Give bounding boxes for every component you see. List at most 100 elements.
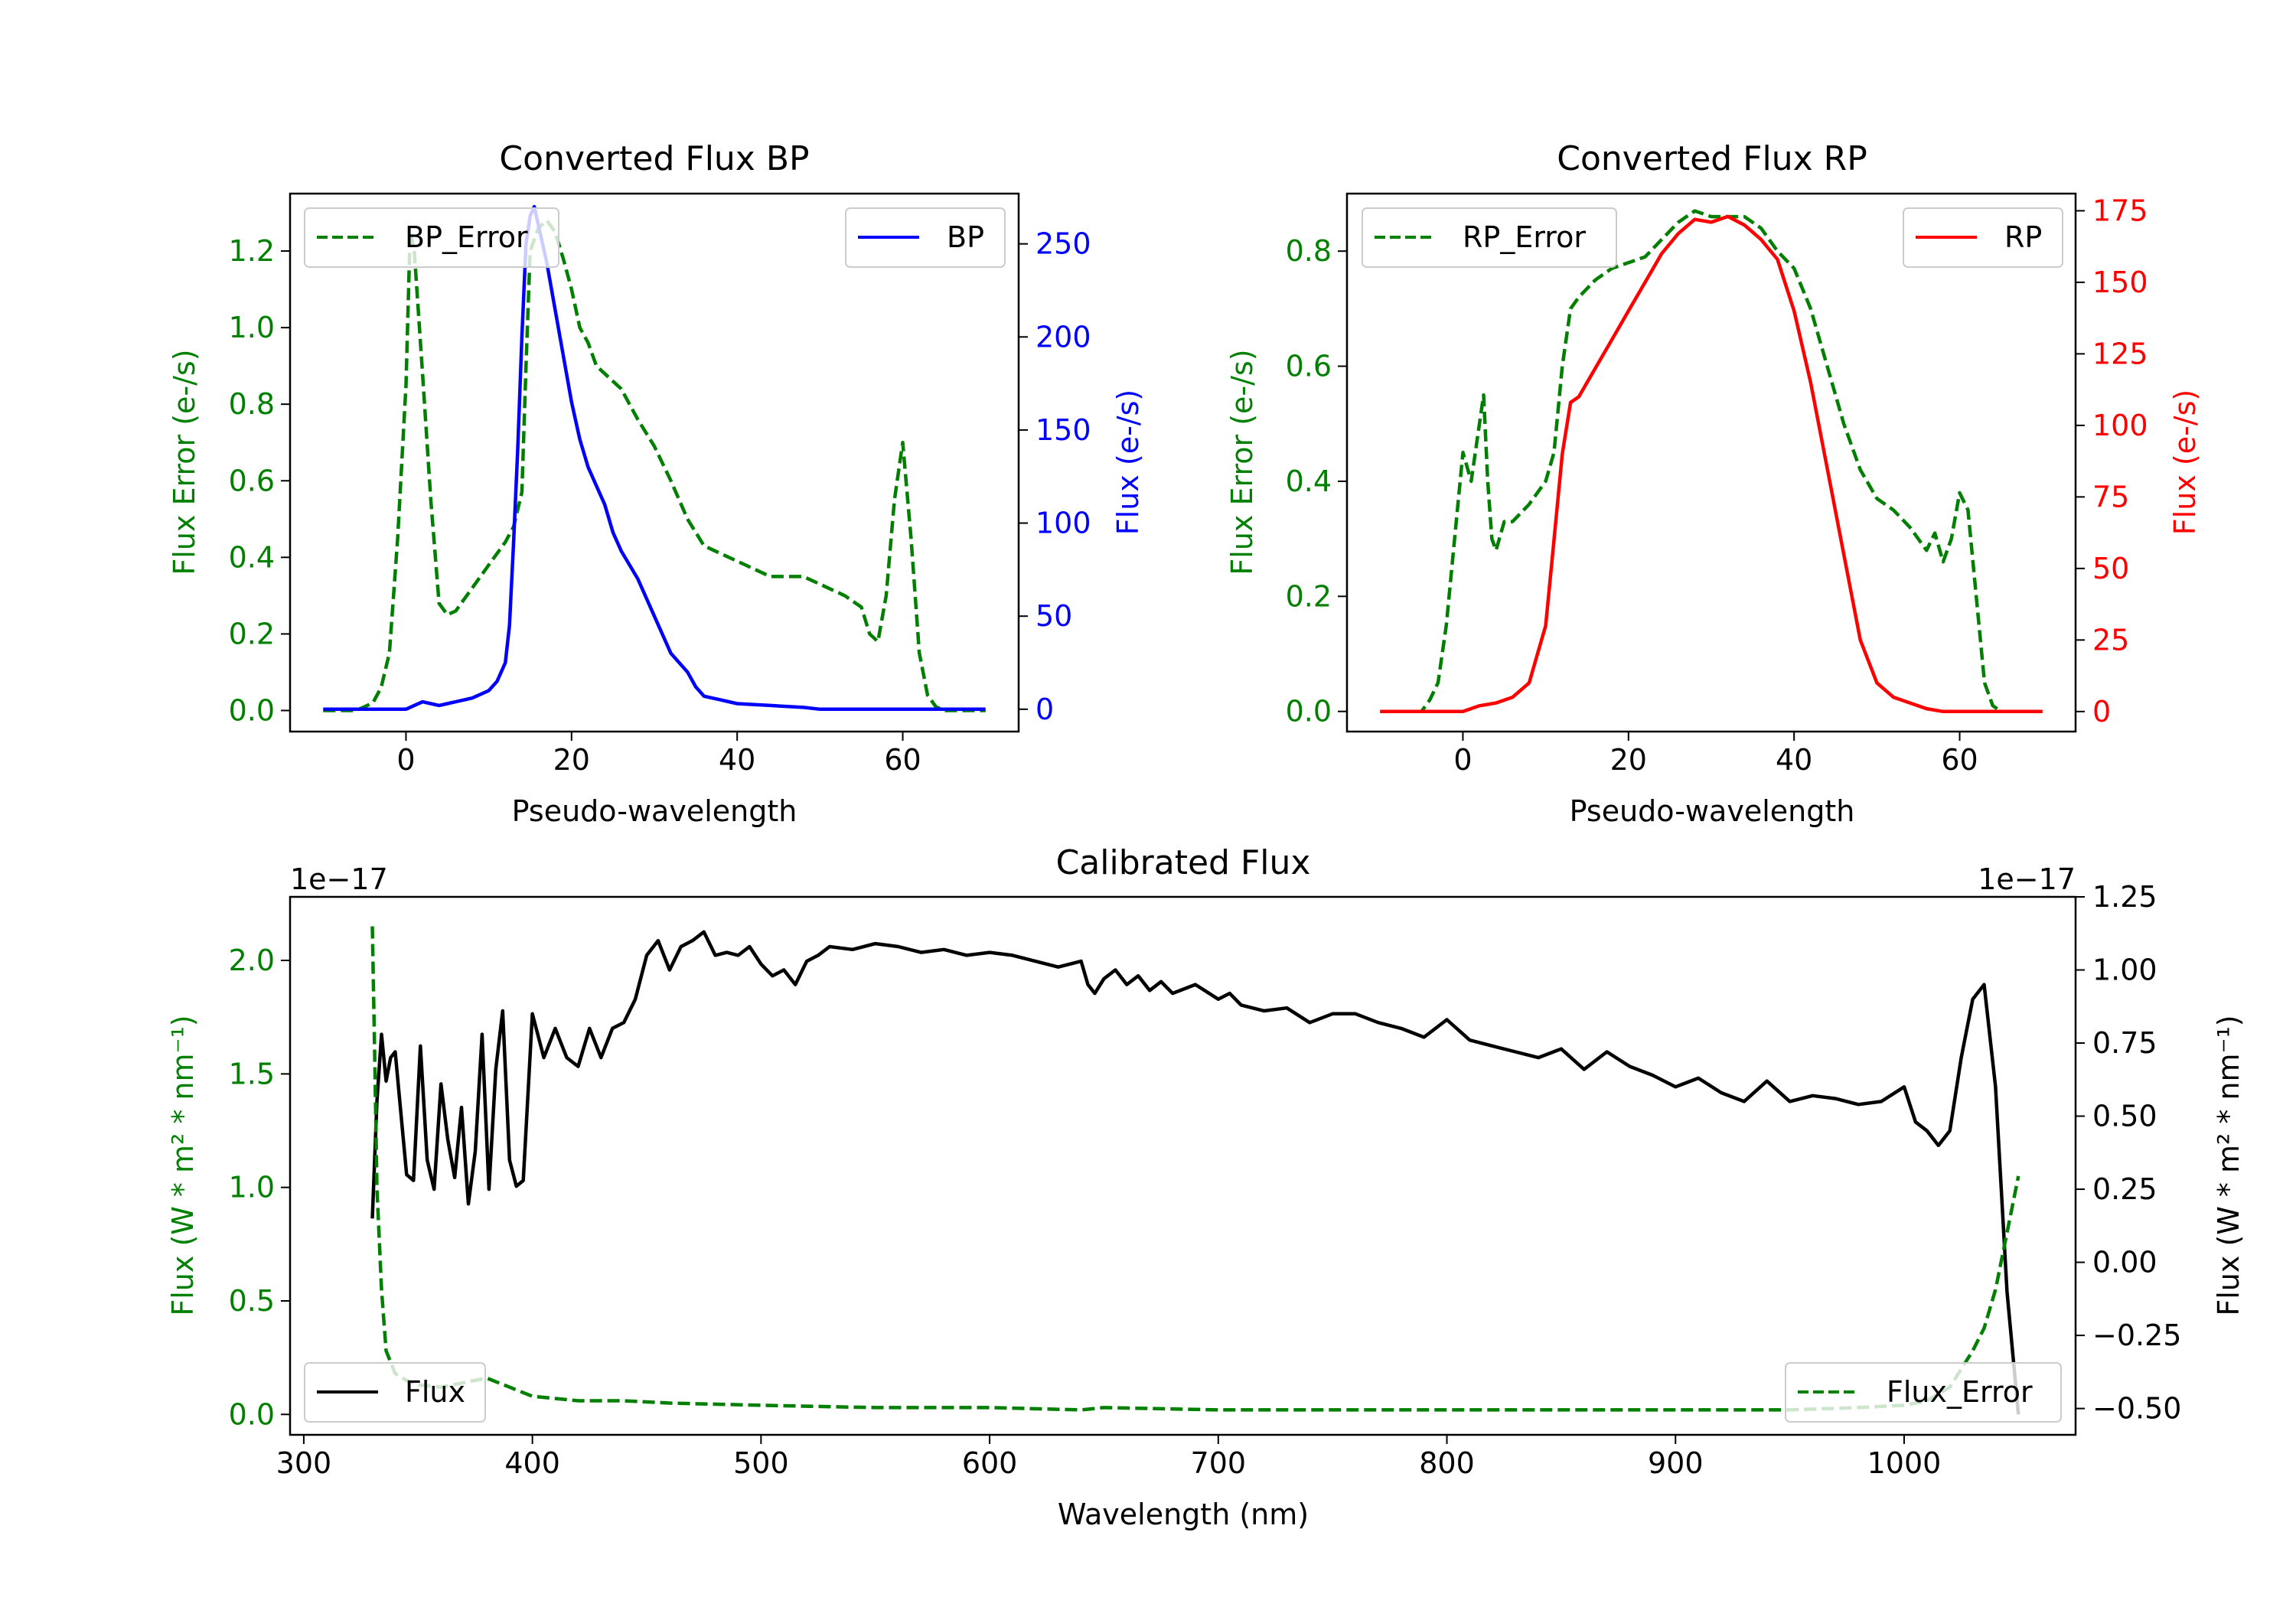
rp-ytick-left-label: 0.8 [1286,234,1332,268]
cal-ytick-right-label: −0.50 [2092,1392,2181,1426]
bp-ytick-left-label: 0.0 [229,693,275,727]
bp-ytick-right-label: 150 [1035,413,1091,447]
cal-ytick-left-label: 2.0 [229,944,275,977]
panel-bp-xlabel: Pseudo-wavelength [512,794,797,828]
panel-bp-legend-left: BP_Error [304,207,559,268]
legend-box [304,207,559,268]
rp-ytick-right-label: 150 [2092,266,2148,299]
panel-bp-frame [289,192,1020,733]
rp-series-rp-error-line [1380,209,2043,713]
panel-cal-offset-left: 1e−17 [290,862,388,896]
bp-xtick-label: 20 [553,743,590,777]
panel-rp-ylabel-right: Flux (e-/s) [2168,390,2202,535]
panel-cal: Calibrated Flux 1e−17 1e−17 300 400 500 600… [166,843,2245,1531]
rp-ytick-right-label: 0 [2092,695,2111,729]
legend-box [1903,207,2063,268]
cal-series-flux-line [370,930,2020,1415]
legend-box [1362,207,1617,268]
rp-xtick-label: 20 [1610,743,1647,777]
panel-cal-frame [289,895,2077,1436]
panel-rp: Converted Flux RP 0 20 40 60 0.0 0.2 0.4 0.6 0.8… [1225,139,2202,828]
panel-bp-ylabel-left: Flux Error (e-/s) [168,349,201,575]
cal-ytick-right-label: 1.25 [2092,880,2157,914]
panel-cal-ylabel-right: Flux (W * m² * nm⁻¹) [2212,1015,2245,1315]
legend-label-bp: BP [947,220,984,254]
cal-ytick-right-label: 0.00 [2092,1246,2157,1279]
rp-ytick-right-label: 25 [2092,623,2129,657]
bp-series-group [323,204,986,712]
cal-xtick-label: 400 [504,1446,560,1480]
panel-bp-legend-right: BP [845,207,1006,268]
cal-xtick-label: 800 [1419,1446,1475,1480]
legend-label-flux-error: Flux_Error [1887,1375,2033,1409]
rp-xtick-label: 60 [1941,743,1978,777]
panel-bp: Converted Flux BP 0 20 40 60 0.0 0.2 0.4 0.6 0.8… [168,139,1145,828]
bp-ytick-left-label: 0.6 [229,464,275,497]
panel-rp-xlabel: Pseudo-wavelength [1570,794,1855,828]
bp-ytick-left-label: 1.2 [229,234,275,268]
panel-bp-ylabel-right: Flux (e-/s) [1111,390,1145,535]
cal-ytick-left-label: 1.5 [229,1057,275,1090]
rp-series-group [1380,209,2043,714]
bp-xtick-label: 60 [884,743,921,777]
legend-box [1785,1362,2062,1423]
legend-label-bp-error: BP_Error [405,220,528,254]
rp-ytick-right-label: 50 [2092,552,2129,585]
rp-ytick-right-label: 75 [2092,480,2129,513]
panel-bp-axes: 0 20 40 60 0.0 0.2 0.4 0.6 0.8 1.0 1.2 0 50 100 150 200… [229,227,1091,777]
panel-rp-ylabel-left: Flux Error (e-/s) [1225,349,1259,575]
cal-ytick-left-label: 0.0 [229,1397,275,1431]
rp-xtick-label: 0 [1453,743,1472,777]
cal-ytick-right-label: 0.50 [2092,1100,2157,1133]
bp-ytick-right-label: 250 [1035,227,1091,261]
rp-ytick-right-label: 175 [2092,194,2148,227]
legend-label-rp-error: RP_Error [1463,220,1586,254]
cal-xtick-label: 700 [1191,1446,1247,1480]
panel-cal-ylabel-left: Flux (W * m² * nm⁻¹) [166,1015,200,1315]
panel-rp-legend-left: RP_Error [1362,207,1617,268]
bp-ytick-right-label: 200 [1035,320,1091,354]
rp-ytick-left-label: 0.4 [1286,464,1332,498]
cal-xtick-label: 600 [962,1446,1018,1480]
rp-ytick-left-label: 0.0 [1286,695,1332,729]
bp-ytick-left-label: 0.8 [229,387,275,421]
panel-cal-offset-right: 1e−17 [1978,862,2076,896]
cal-ytick-left-label: 1.0 [229,1171,275,1204]
bp-ytick-left-label: 1.0 [229,311,275,344]
bp-xtick-label: 0 [396,743,415,777]
panel-rp-plot-area [1380,209,2043,714]
cal-ytick-right-label: 0.75 [2092,1026,2157,1060]
bp-ytick-left-label: 0.2 [229,617,275,650]
legend-label-rp: RP [2004,220,2042,254]
rp-xtick-label: 40 [1776,743,1812,777]
panel-cal-xlabel: Wavelength (nm) [1058,1498,1309,1531]
bp-ytick-left-label: 0.4 [229,540,275,574]
cal-ytick-right-label: 0.25 [2092,1172,2157,1206]
rp-series-rp-line [1380,214,2043,714]
panel-cal-title: Calibrated Flux [1056,843,1311,882]
bp-xtick-label: 40 [719,743,755,777]
cal-xtick-label: 1000 [1867,1446,1942,1480]
cal-ytick-left-label: 0.5 [229,1284,275,1318]
cal-ytick-right-label: −0.25 [2092,1319,2181,1352]
cal-xtick-label: 300 [276,1446,332,1480]
bp-ytick-right-label: 100 [1035,507,1091,540]
panel-rp-axes: 0 20 40 60 0.0 0.2 0.4 0.6 0.8 0 25 50 75 100 125 150 17… [1286,194,2148,777]
bp-ytick-right-label: 0 [1035,693,1054,726]
rp-ytick-left-label: 0.2 [1286,579,1332,613]
cal-xtick-label: 500 [733,1446,789,1480]
panel-cal-legend-left: Flux [304,1362,486,1423]
rp-ytick-left-label: 0.6 [1286,350,1332,383]
legend-label-flux: Flux [405,1375,465,1409]
panel-bp-title: Converted Flux BP [499,139,809,178]
panel-rp-legend-right: RP [1903,207,2063,268]
rp-ytick-right-label: 100 [2092,409,2148,442]
legend-box [304,1362,486,1423]
panel-rp-title: Converted Flux RP [1557,139,1867,178]
legend-box [845,207,1006,268]
panel-rp-frame [1345,192,2077,733]
panel-bp-plot-area [323,204,986,712]
rp-ytick-right-label: 125 [2092,337,2148,370]
bp-ytick-right-label: 50 [1035,599,1072,633]
